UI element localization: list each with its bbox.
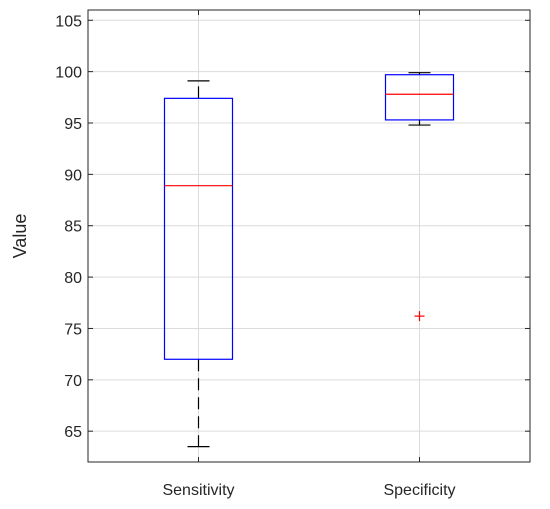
y-tick-label-70: 70 [64,373,82,390]
plot-frame [87,9,531,463]
y-tick-label-75: 75 [64,321,82,338]
y-tick-label-85: 85 [64,219,82,236]
y-tick-label-65: 65 [64,424,82,441]
y-tick-label-90: 90 [64,167,82,184]
y-axis-ticks: 65 70 75 80 85 90 95 100 105 [55,13,530,441]
iqr-box-sensitivity [163,97,234,360]
y-tick-label-80: 80 [64,270,82,287]
x-category-label-1: Specificity [383,482,455,499]
x-category-label-0: Sensitivity [162,482,234,499]
outlier-specificity-0 [414,311,425,322]
iqr-box-specificity [384,74,455,121]
y-tick-label-100: 100 [55,65,82,82]
y-tick-label-105: 105 [55,13,82,30]
boxes [163,72,455,448]
grid [88,10,530,462]
x-axis-categories: Sensitivity Specificity [162,10,456,499]
box-specificity [384,72,455,322]
y-axis-label: Value [10,214,30,259]
y-tick-label-95: 95 [64,116,82,133]
box-sensitivity [163,80,234,448]
